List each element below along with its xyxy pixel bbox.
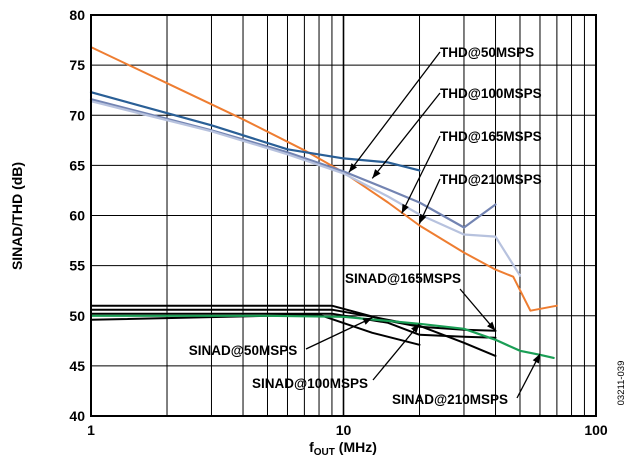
annotation-label: THD@165MSPS (440, 129, 542, 144)
annotation-label: THD@50MSPS (440, 45, 534, 60)
annotation-arrow-line (401, 135, 441, 214)
y-tick-label: 80 (69, 7, 85, 23)
series-line-1 (90, 46, 558, 312)
annotation-arrowhead (532, 353, 540, 364)
x-tick-label: 10 (336, 422, 352, 438)
x-axis-title: fOUT (MHz) (309, 439, 377, 458)
annotation-arrowhead (372, 169, 381, 179)
x-tick-label: 100 (584, 422, 608, 438)
series-line-7 (90, 312, 497, 339)
annotation-arrows (305, 51, 541, 399)
annotations: THD@50MSPS THD@100MSPS THD@165MSPS THD@210M… (189, 45, 542, 407)
x-axis-title-main: f (309, 439, 314, 455)
annotation-arrowhead (487, 321, 496, 331)
plot-frame (90, 14, 597, 417)
y-tick-label: 75 (69, 57, 85, 73)
annotation-label: THD@100MSPS (440, 86, 542, 101)
annotation-arrowhead (348, 163, 358, 173)
annotation-label: SINAD@100MSPS (252, 376, 368, 391)
x-axis-title-unit: (MHz) (335, 439, 377, 455)
grid-lines (91, 15, 596, 416)
series-line-2 (89, 91, 421, 172)
x-axis-title-subscript: OUT (314, 447, 335, 458)
y-axis-title: SINAD/THD (dB) (9, 162, 25, 270)
series-lines (89, 46, 558, 359)
series-line-8 (90, 313, 421, 346)
series-line-9 (89, 314, 555, 359)
annotation-arrow-line (348, 51, 441, 173)
annotation-arrowhead (401, 203, 409, 214)
annotation-arrow-line (459, 288, 497, 332)
series-line-4 (89, 100, 522, 277)
annotation-arrow-line (372, 323, 421, 381)
annotation-arrow-line (371, 92, 441, 179)
x-tick-label: 1 (87, 422, 95, 438)
y-tick-label: 45 (69, 358, 85, 374)
annotation-label: SINAD@210MSPS (392, 392, 508, 407)
tick-labels: 40 45 50 55 60 65 70 75 80 1 10 100 (69, 7, 607, 438)
annotation-label: SINAD@50MSPS (189, 343, 297, 358)
y-tick-label: 50 (69, 308, 85, 324)
figure-code: 03211-039 (616, 361, 627, 406)
y-tick-label: 60 (69, 208, 85, 224)
annotation-label: SINAD@165MSPS (345, 271, 461, 286)
y-tick-label: 40 (69, 408, 85, 424)
series-line-3 (89, 98, 497, 229)
annotation-arrow-line (305, 317, 373, 350)
y-tick-label: 70 (69, 107, 85, 123)
y-tick-label: 55 (69, 258, 85, 274)
annotation-arrowhead (411, 323, 420, 333)
annotation-arrowhead (419, 213, 427, 224)
annotation-arrowhead (362, 317, 373, 325)
annotation-label: THD@210MSPS (440, 172, 542, 187)
y-tick-label: 65 (69, 157, 85, 173)
